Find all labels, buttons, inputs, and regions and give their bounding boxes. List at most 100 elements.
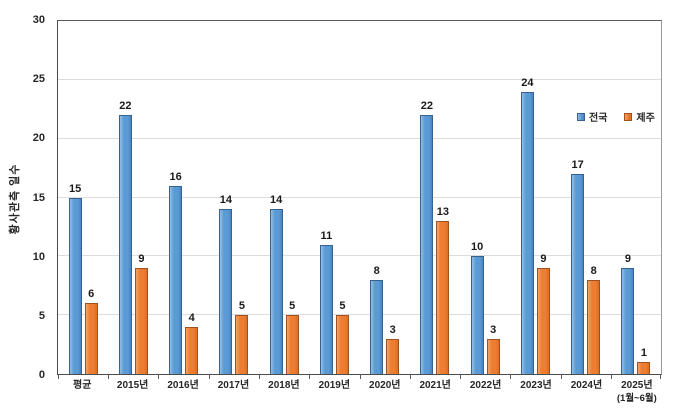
plot-area: 15 6 22 9 16 4 14 5 14 5 11 5 8 3 22 13 10 3 24 9 17 8 9 1 [57, 20, 662, 379]
gridline [58, 196, 661, 198]
bar-series-0: 15 [68, 183, 82, 374]
x-tick-label: 2016년 [167, 380, 199, 391]
x-tick-label: 2018년 [268, 380, 300, 391]
bar-series-0: 14 [269, 194, 283, 374]
bar-value-label: 11 [320, 229, 333, 242]
bar-value-label: 5 [339, 300, 346, 313]
y-tick-label: 20 [32, 132, 45, 145]
gridline [58, 314, 661, 316]
x-tick-label: 2019년 [318, 380, 351, 391]
bar-value-label: 17 [571, 158, 584, 171]
bar-series-1: 4 [185, 312, 199, 374]
x-tick-mark [158, 374, 160, 379]
y-tick-label: 15 [32, 191, 45, 204]
x-tick-label: 2020년 [369, 380, 401, 391]
bar-group: 22 9 [108, 21, 158, 374]
bar-groups: 15 6 22 9 16 4 14 5 14 5 11 5 8 3 22 13 10 3 24 9 17 8 9 1 [58, 21, 661, 374]
bar-value-label: 3 [389, 323, 396, 336]
y-tick-label: 25 [32, 73, 45, 86]
x-tick-label: 평균 [73, 380, 92, 391]
bar-series-0: 22 [118, 100, 132, 374]
bar-value-label: 14 [219, 194, 232, 207]
x-tick-mark [510, 374, 512, 379]
bar-group: 11 5 [309, 21, 359, 374]
bar-group: 24 9 [510, 21, 560, 374]
bar-series-1: 6 [84, 288, 98, 374]
legend-item-series-0: 전국 [577, 109, 607, 124]
y-axis-ticks: 0 5 10 15 20 25 30 [0, 14, 52, 381]
bar-group: 14 5 [259, 21, 309, 374]
bar-value-label: 1 [640, 347, 647, 360]
x-tick-mark [108, 374, 110, 379]
x-tick-mark [58, 374, 59, 379]
bar-group: 22 13 [410, 21, 460, 374]
bar-value-label: 4 [188, 311, 195, 324]
x-tick-label: 2024년 [570, 380, 603, 391]
bar-value-label: 10 [471, 241, 484, 254]
x-tick-mark [208, 374, 210, 379]
legend-marker-series-1 [624, 112, 633, 121]
bar-value-label: 16 [169, 170, 182, 183]
bar-series-1: 13 [436, 206, 450, 374]
bar-series-0: 14 [219, 194, 233, 374]
bar-value-label: 5 [238, 300, 245, 313]
legend-marker-series-0 [577, 112, 585, 121]
legend-item-series-1: 제주 [624, 109, 655, 124]
bar-series-1: 1 [637, 347, 651, 374]
y-tick-label: 0 [38, 369, 45, 381]
x-tick-label: 2017년 [217, 380, 250, 391]
bar-series-0: 9 [621, 253, 635, 374]
bar-series-1: 5 [235, 300, 249, 374]
x-tick-mark [610, 374, 612, 379]
gridline [58, 78, 661, 80]
bar-series-0: 11 [319, 230, 333, 374]
gridline [58, 137, 661, 139]
x-tick-mark [660, 374, 661, 379]
bar-series-0: 8 [370, 265, 384, 374]
x-tick-mark [560, 374, 562, 379]
legend-label-series-1: 제주 [636, 113, 655, 124]
bar-series-0: 17 [571, 159, 585, 374]
bar-group: 17 8 [561, 21, 611, 374]
x-tick-label: 2022년 [469, 380, 502, 391]
bar-value-label: 8 [373, 264, 380, 277]
legend: 전국 제주 [577, 109, 655, 124]
bar-value-label: 8 [590, 264, 597, 277]
y-tick-label: 5 [38, 309, 45, 322]
bar-group: 10 3 [460, 21, 510, 374]
bar-series-0: 24 [520, 77, 534, 374]
x-tick-mark [258, 374, 260, 379]
bar-series-1: 5 [285, 300, 299, 374]
x-axis-labels: 평균 2015년 2016년 2017년 2018년 2019년 2020년 2021년 202… [57, 380, 662, 404]
bar-group: 14 5 [209, 21, 259, 374]
x-tick-label: 2025년 (1월~6월) [616, 380, 657, 404]
x-tick-mark [459, 374, 461, 379]
y-tick-label: 30 [32, 14, 45, 26]
bar-group: 15 6 [58, 21, 108, 374]
bar-series-1: 8 [587, 265, 601, 374]
bar-series-1: 9 [134, 253, 148, 374]
bar-value-label: 22 [119, 100, 132, 113]
bar-value-label: 13 [436, 206, 449, 219]
x-tick-mark [359, 374, 361, 379]
bar-series-1: 3 [486, 324, 500, 374]
bar-series-0: 22 [420, 100, 434, 374]
bar-value-label: 9 [540, 253, 547, 266]
x-tick-mark [409, 374, 411, 379]
y-tick-label: 10 [32, 250, 45, 263]
bar-series-1: 5 [335, 300, 349, 374]
bar-value-label: 22 [420, 100, 433, 113]
x-tick-label: 2015년 [116, 380, 149, 391]
bar-value-label: 24 [521, 76, 534, 89]
x-tick-label: 2023년 [520, 380, 552, 391]
bar-series-1: 3 [386, 324, 400, 374]
bar-value-label: 15 [69, 182, 82, 195]
bar-value-label: 9 [624, 253, 631, 266]
x-tick-mark [309, 374, 311, 379]
bar-series-0: 16 [169, 171, 183, 374]
x-tick-label: 2021년 [419, 380, 451, 391]
gridline [58, 255, 661, 257]
